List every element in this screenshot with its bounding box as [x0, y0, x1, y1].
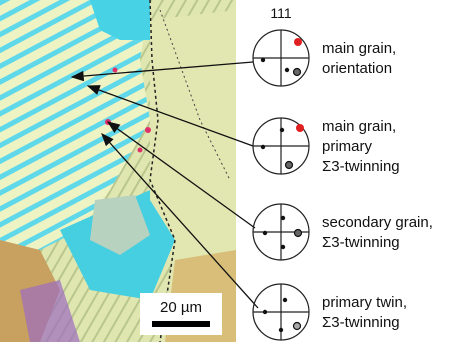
label-line: Σ3-twinning: [322, 314, 400, 331]
scale-bar: [152, 321, 210, 327]
pole-dot: [286, 162, 293, 169]
pole-dot: [285, 68, 289, 72]
pole-dot: [263, 231, 267, 235]
pole-dot: [279, 328, 283, 332]
pole-dot: [261, 58, 265, 62]
pole-dot: [294, 69, 301, 76]
label-line: primary twin,: [322, 294, 407, 311]
pole-figures: [253, 30, 309, 340]
pole-dot: [294, 38, 302, 46]
label-line: Σ3-twinning: [322, 158, 400, 175]
pole-dot: [261, 145, 265, 149]
label-line: orientation: [322, 60, 392, 77]
pole-dot: [295, 230, 302, 237]
pole-dot: [294, 323, 301, 330]
label-line: secondary grain,: [322, 214, 433, 231]
label-line: main grain,: [322, 40, 396, 57]
labels: main grain, orientation main grain, primary…: [322, 40, 433, 331]
pole-dot: [283, 298, 287, 302]
figure: 20 µm 111 main grain,orientationmain gra…: [0, 0, 464, 342]
micrograph: 20 µm: [0, 0, 236, 342]
pole-dot: [263, 310, 267, 314]
scale-bar-label: 20 µm: [160, 299, 202, 316]
pole-dot: [280, 128, 284, 132]
label-line: primary: [322, 138, 373, 155]
pole-dot: [281, 216, 285, 220]
pole-dot: [296, 124, 304, 132]
pole-figure-label: 111: [270, 5, 291, 21]
label-line: main grain,: [322, 118, 396, 135]
label-line: Σ3-twinning: [322, 234, 400, 251]
pole-dot: [281, 245, 285, 249]
